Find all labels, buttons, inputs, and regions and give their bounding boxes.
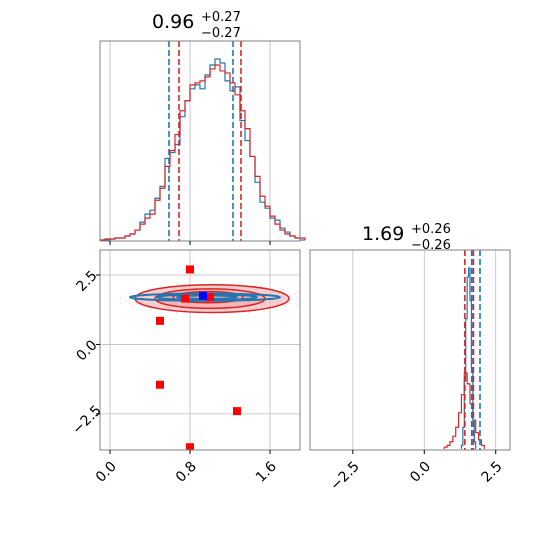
sample-dot (289, 294, 292, 297)
sample-dot (150, 309, 152, 311)
sample-dot (282, 288, 284, 291)
sample-dot (176, 312, 178, 314)
hist-x-title-minus: −0.27 (201, 26, 241, 41)
sample-dot (275, 308, 277, 311)
sample-dot (125, 300, 127, 302)
sample-dot (148, 307, 150, 309)
sample-dot (135, 288, 138, 291)
hist-x-frame (99, 40, 301, 242)
blue-marker (199, 291, 207, 300)
red-marker (186, 265, 194, 274)
hist-x-panel: 0.96 +0.27 −0.27 (99, 10, 306, 245)
sample-dot (288, 302, 291, 304)
sample-dot (160, 285, 162, 288)
hist-x-title-value: 0.96 (152, 11, 194, 33)
red-marker (233, 407, 241, 416)
sample-dot (119, 296, 122, 299)
red-marker (186, 443, 194, 450)
hist-y-tick-label: 0.0 (407, 459, 434, 486)
sample-dot (148, 288, 150, 290)
sample-dot (129, 292, 132, 294)
sample-dot (120, 302, 122, 304)
red-marker (206, 293, 214, 302)
sample-dot (229, 312, 232, 315)
scatter-2d-panel: 0.0 0.8 1.6 −2.5 0.0 2.5 (69, 249, 306, 486)
scatter-y-tick-label: −2.5 (69, 403, 104, 438)
scatter-x-tick-label: 0.8 (173, 459, 200, 486)
sample-dot (297, 290, 300, 293)
sample-dot (132, 304, 135, 307)
scatter-x-tick-label: 0.0 (93, 459, 120, 486)
sample-dot (260, 284, 262, 287)
sample-dot (284, 305, 287, 308)
scatter-y-tick-label: 2.5 (74, 268, 101, 295)
sample-dot (296, 304, 298, 307)
red-marker (156, 316, 164, 325)
red-marker (181, 294, 189, 303)
hist-x-red-series (100, 64, 306, 241)
red-marker (156, 380, 164, 389)
sample-dot (281, 290, 284, 293)
sample-dot (296, 297, 299, 300)
hist-y-title-value: 1.69 (362, 223, 404, 245)
sample-dot (294, 293, 297, 295)
sample-dot (177, 283, 179, 285)
hist-y-frame (309, 249, 511, 451)
sample-dot (135, 302, 138, 305)
scatter-y-tick-label: 0.0 (74, 337, 101, 364)
scatter-2d-frame (99, 249, 301, 451)
hist-y-title-minus: −0.26 (411, 238, 451, 253)
hist-y-tick-label: 2.5 (479, 459, 506, 486)
hist-y-blue-series (460, 267, 477, 449)
scatter-x-tick-label: 1.6 (253, 459, 280, 486)
sample-dot (304, 296, 306, 298)
hist-y-tick-label: −2.5 (327, 459, 362, 494)
hist-x-blue-series (100, 58, 305, 241)
hist-y-panel: 1.69 +0.26 −0.26 −2.5 0.0 2.5 (309, 222, 511, 494)
hist-y-title-plus: +0.26 (411, 222, 451, 237)
hist-x-title-plus: +0.27 (201, 10, 241, 25)
